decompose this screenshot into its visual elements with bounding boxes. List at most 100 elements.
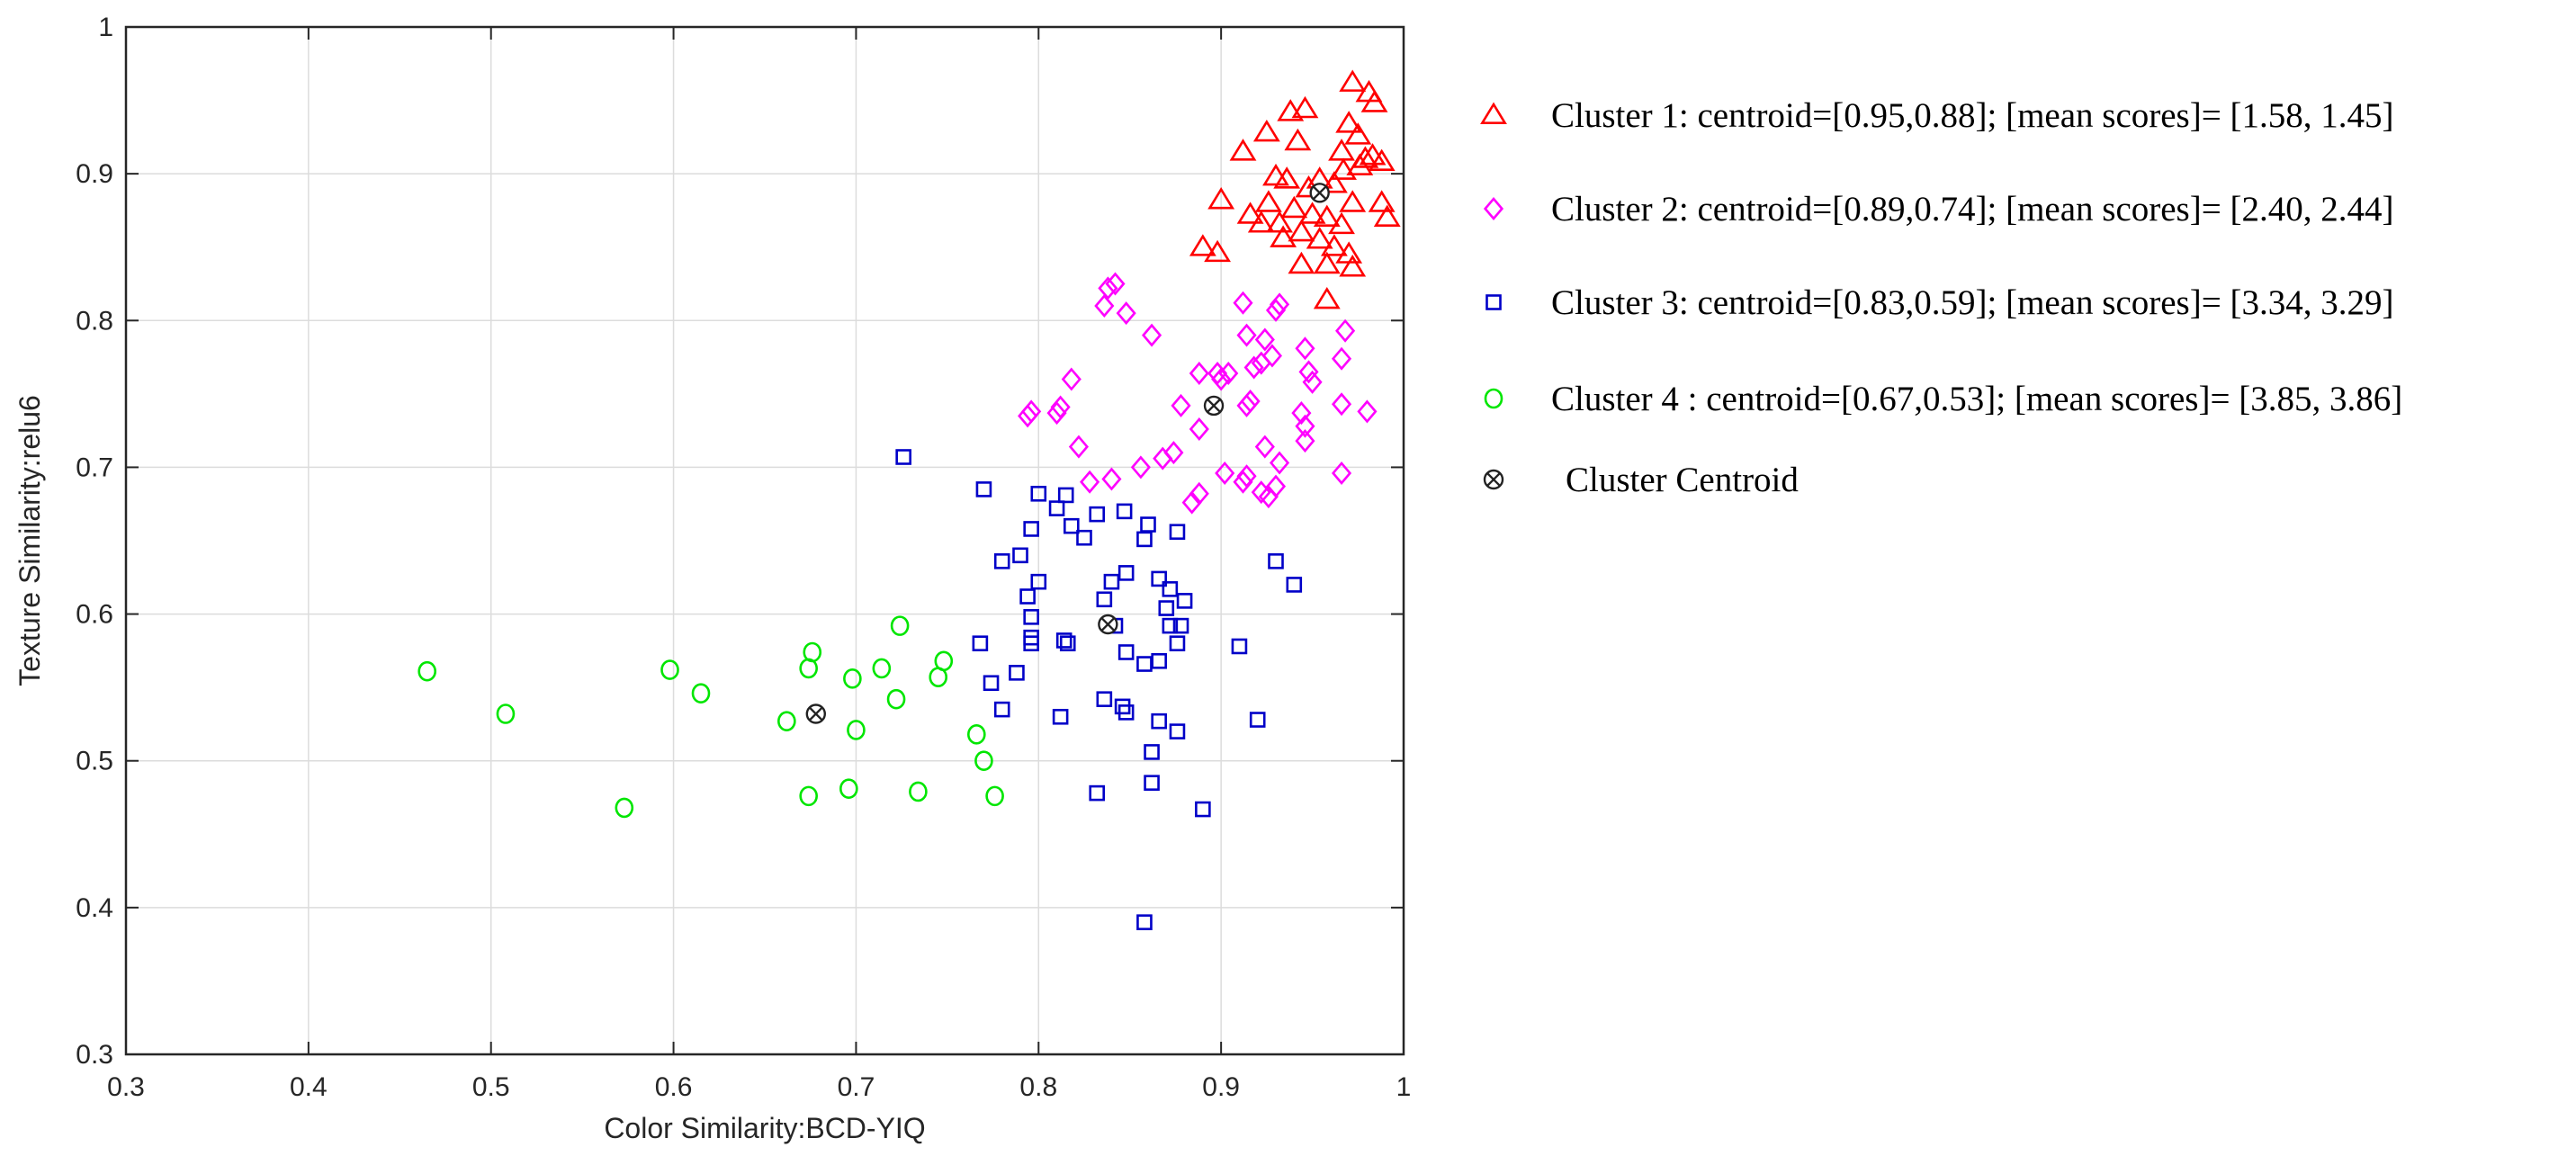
plot-area xyxy=(126,27,1404,1054)
data-point xyxy=(1169,723,1186,739)
legend-marker xyxy=(1484,388,1503,409)
data-point xyxy=(985,785,1004,807)
data-point xyxy=(909,781,928,802)
x-tick-label: 0.6 xyxy=(655,1072,693,1102)
data-point xyxy=(1328,211,1355,235)
data-point xyxy=(1151,712,1167,730)
y-axis-label: Texture Similarity:relu6 xyxy=(13,395,46,686)
data-point xyxy=(993,701,1010,718)
legend-entry-label: Cluster 1: centroid=[0.95,0.88]; [mean s… xyxy=(1551,96,2393,135)
data-point xyxy=(777,711,796,731)
data-point xyxy=(1262,163,1289,186)
data-point xyxy=(1094,293,1115,318)
data-point xyxy=(1236,202,1264,224)
data-point xyxy=(1373,204,1401,228)
y-tick-label: 0.7 xyxy=(76,453,113,482)
x-tick-label: 0.4 xyxy=(290,1072,328,1102)
data-point xyxy=(417,660,437,682)
data-point xyxy=(1207,187,1235,210)
centroid-point-cross-b xyxy=(1100,617,1116,632)
y-tick-label: 0.4 xyxy=(76,893,113,923)
series-cluster-2 xyxy=(1018,272,1378,515)
data-point xyxy=(1116,301,1136,326)
data-point xyxy=(843,668,862,689)
data-point xyxy=(1368,148,1396,172)
data-point xyxy=(1313,204,1341,228)
data-point xyxy=(1339,255,1367,277)
data-point xyxy=(967,724,986,745)
data-point xyxy=(974,750,993,772)
data-point xyxy=(1057,487,1074,504)
data-point xyxy=(1096,691,1113,707)
data-point xyxy=(1252,119,1280,142)
data-point xyxy=(1295,336,1315,361)
data-point xyxy=(1169,635,1186,652)
data-point xyxy=(1162,581,1179,597)
data-point xyxy=(1261,344,1282,368)
y-axis-tick-labels: 0.3 0.4 0.5 0.6 0.7 0.8 0.9 1 xyxy=(76,13,113,1070)
data-point xyxy=(1189,234,1216,256)
data-point xyxy=(1158,600,1175,616)
data-point xyxy=(1103,573,1120,590)
data-point xyxy=(983,675,1000,692)
data-point xyxy=(1096,591,1113,608)
data-point xyxy=(1291,95,1319,119)
data-point xyxy=(1330,157,1357,180)
data-point xyxy=(1284,128,1312,151)
data-point xyxy=(993,553,1010,569)
data-point xyxy=(890,615,910,636)
data-point xyxy=(1117,704,1135,721)
data-point xyxy=(1306,227,1333,249)
centroid-point xyxy=(1203,395,1225,417)
data-point xyxy=(1233,470,1253,494)
x-tick-label: 0.9 xyxy=(1202,1072,1240,1102)
x-tick-label: 1 xyxy=(1396,1072,1412,1102)
data-point xyxy=(1273,166,1301,189)
data-point xyxy=(1052,708,1069,725)
data-point xyxy=(1215,461,1235,485)
data-point xyxy=(1249,712,1266,728)
data-point xyxy=(1295,429,1315,453)
series-cluster-4 xyxy=(417,615,1004,819)
y-tick-label: 0.3 xyxy=(76,1040,113,1070)
data-point xyxy=(872,658,892,679)
data-point xyxy=(847,720,866,740)
series-cluster-1 xyxy=(1189,69,1401,309)
data-point xyxy=(975,481,992,497)
data-point xyxy=(1328,139,1355,161)
data-point xyxy=(1368,190,1396,212)
data-point xyxy=(1258,485,1279,509)
data-point xyxy=(1344,122,1372,145)
y-tick-label: 0.9 xyxy=(76,159,113,189)
data-point xyxy=(1176,593,1193,609)
data-point xyxy=(1101,467,1122,491)
data-point xyxy=(1009,665,1025,681)
data-point xyxy=(1357,399,1378,424)
data-point xyxy=(1117,565,1135,581)
data-point xyxy=(1162,617,1179,634)
data-point xyxy=(1019,588,1036,605)
data-point xyxy=(496,704,516,724)
data-point xyxy=(1268,553,1284,569)
y-tick-label: 0.6 xyxy=(76,600,113,630)
data-point xyxy=(1331,346,1352,371)
legend-entry-label: Cluster Centroid xyxy=(1566,461,1799,499)
data-point xyxy=(1068,435,1089,459)
data-point xyxy=(1211,367,1232,391)
axes-box xyxy=(124,25,1405,1056)
data-point xyxy=(1346,153,1374,175)
data-point xyxy=(1339,69,1367,92)
data-point xyxy=(1023,635,1039,652)
data-point xyxy=(1204,239,1232,263)
x-tick-label: 0.3 xyxy=(107,1072,145,1102)
data-point xyxy=(1059,635,1076,652)
data-point xyxy=(1117,644,1135,660)
legend-marker xyxy=(1480,102,1507,124)
data-point xyxy=(1171,393,1191,417)
legend-marker-cross-b xyxy=(1486,472,1501,487)
data-point xyxy=(1144,744,1160,760)
data-point xyxy=(1080,470,1100,494)
data-point xyxy=(1298,202,1326,224)
x-axis-label: Color Similarity:BCD-YIQ xyxy=(604,1112,925,1144)
